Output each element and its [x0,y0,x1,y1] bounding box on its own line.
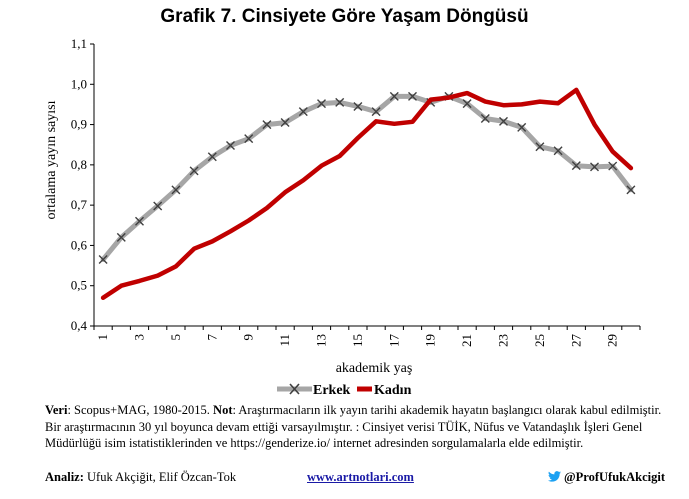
website-link[interactable]: www.artnotlari.com [307,470,414,484]
data-point-erkek [590,162,599,172]
data-point-erkek [98,255,108,265]
x-tick-label: 1 [95,334,110,341]
series-line-kadin [100,87,634,301]
legend-marker-erkek [289,383,300,395]
x-axis-label: akademik yaş [336,361,413,376]
note-label: Not [213,403,233,417]
x-tick-label: 15 [350,334,365,347]
y-axis-label: ortalama yayın sayısı [44,100,59,219]
y-tick-label: 1,1 [71,36,87,51]
analysis-credit: Analiz: Ufuk Akçiğit, Elif Özcan-Tok [45,470,236,485]
analysis-authors: Ufuk Akçiğit, Elif Özcan-Tok [83,470,237,484]
data-point-erkek [207,152,217,162]
series-erkek [98,91,636,265]
legend-label-kadin: Kadın [374,383,412,398]
data-point-erkek [135,216,144,226]
data-point-erkek [226,141,235,151]
chart-title: Grafik 7. Cinsiyete Göre Yaşam Döngüsü [160,6,529,27]
x-tick-label: 25 [532,334,547,347]
x-tick-label: 27 [568,334,583,348]
data-point-erkek [626,185,636,195]
data-point-erkek [571,161,581,171]
legend-item-kadin: Kadın [357,383,412,398]
y-tick-labels: 0,4 0,5 0,6 0,7 0,8 0,9 1,0 1,1 [71,36,94,333]
x-tick-labels: 1 3 5 7 9 11 13 15 17 19 21 23 25 27 29 [93,326,641,348]
source-label: Veri [45,403,68,417]
data-point-erkek [153,201,163,211]
source-text: : Scopus+MAG, 1980-2015. [67,403,214,417]
data-point-erkek [353,101,363,111]
x-tick-label: 21 [459,334,474,347]
x-tick-label: 13 [314,334,329,347]
y-tick-label: 0,6 [71,237,88,252]
data-point-erkek [480,114,490,124]
y-tick-label: 0,5 [71,278,87,293]
data-point-erkek [244,134,254,144]
y-tick-label: 0,8 [71,157,87,172]
data-point-erkek [116,232,126,242]
data-point-erkek [371,107,381,117]
data-point-erkek [462,99,472,109]
data-point-erkek [317,99,326,109]
data-point-erkek [262,120,272,130]
x-tick-label: 17 [386,334,401,348]
legend-item-erkek: Erkek [277,383,351,398]
data-point-erkek [499,116,508,126]
data-point-erkek [608,161,618,171]
x-tick-label: 29 [605,334,620,347]
x-tick-label: 9 [241,334,256,341]
twitter-bird-icon [548,471,562,482]
data-point-erkek [189,166,199,176]
x-tick-label: 19 [423,334,438,347]
series-kadin [100,87,634,301]
data-point-erkek [408,91,417,101]
chart-axes [93,44,640,327]
data-point-erkek [171,185,181,195]
series-line-erkek [100,93,634,262]
line-chart: 0,40,50,60,70,80,91,01,1 1 3 5 7 9 11 13 15 17 19… [44,36,641,398]
x-tick-label: 11 [277,334,292,347]
source-notes: Veri: Scopus+MAG, 1980-2015. Not: Araştı… [45,402,665,452]
twitter-handle[interactable]: @ProfUfukAkcigit [548,470,665,485]
data-point-erkek [280,118,290,128]
x-tick-label: 3 [132,334,147,341]
legend-label-erkek: Erkek [313,383,351,398]
x-tick-label: 5 [168,334,183,341]
twitter-handle-text: @ProfUfukAkcigit [564,470,665,484]
data-point-erkek [298,107,308,117]
legend: Erkek Kadın [277,383,412,398]
data-point-erkek [553,146,563,156]
footer: Analiz: Ufuk Akçiğit, Elif Özcan-Tok www… [45,470,665,488]
data-point-erkek [389,91,399,101]
data-point-erkek [535,142,545,152]
y-tick-label: 0,7 [71,197,88,212]
note-text: : Araştırmacıların ilk yayın tarihi akad… [45,403,662,450]
analysis-label: Analiz: [45,470,84,484]
y-tick-label: 0,9 [71,117,87,132]
data-point-erkek [335,97,345,107]
y-tick-label: 1,0 [71,76,87,91]
data-point-erkek [517,122,527,132]
x-tick-label: 23 [496,334,511,347]
y-tick-label: 0,4 [71,318,88,333]
x-tick-label: 7 [204,334,219,341]
